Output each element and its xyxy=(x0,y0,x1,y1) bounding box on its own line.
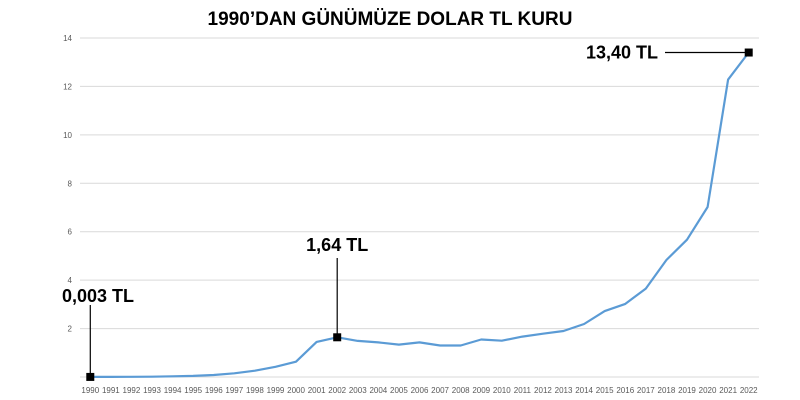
x-tick-label: 1993 xyxy=(143,386,161,395)
annotations: 0,003 TL 1,64 TL 13,40 TL xyxy=(62,43,753,381)
x-tick-label: 2013 xyxy=(555,386,573,395)
x-tick-label: 1992 xyxy=(123,386,141,395)
callout-label: 13,40 TL xyxy=(586,43,658,63)
callout-label: 0,003 TL xyxy=(62,286,134,306)
x-tick-label: 2010 xyxy=(493,386,511,395)
callout-label: 1,64 TL xyxy=(306,235,368,255)
x-tick-label: 2008 xyxy=(452,386,470,395)
x-tick-label: 2012 xyxy=(534,386,552,395)
callout-marker xyxy=(333,333,342,342)
callout-marker xyxy=(744,48,753,57)
x-tick-label: 2005 xyxy=(390,386,408,395)
x-tick-label: 2021 xyxy=(719,386,737,395)
x-tick-label: 2018 xyxy=(658,386,676,395)
x-tick-label: 1995 xyxy=(184,386,202,395)
x-tick-label: 2014 xyxy=(575,386,593,395)
x-tick-label: 2016 xyxy=(616,386,634,395)
x-tick-label: 1996 xyxy=(205,386,223,395)
y-axis-ticks: 2 4 6 8 10 12 14 xyxy=(63,34,72,334)
x-axis-ticks: 1990 1991 1992 1993 1994 1995 1996 1997 1998 1999… xyxy=(81,386,758,395)
x-tick-label: 2007 xyxy=(431,386,449,395)
series-layer xyxy=(90,51,750,378)
y-tick-label: 4 xyxy=(68,276,73,285)
x-tick-label: 2019 xyxy=(678,386,696,395)
y-tick-label: 12 xyxy=(63,82,72,91)
series-line xyxy=(90,51,750,378)
x-tick-label: 2004 xyxy=(369,386,387,395)
y-tick-label: 10 xyxy=(63,131,72,140)
x-tick-label: 2006 xyxy=(411,386,429,395)
y-tick-label: 14 xyxy=(63,34,72,43)
x-tick-label: 2000 xyxy=(287,386,305,395)
x-tick-label: 2003 xyxy=(349,386,367,395)
x-tick-label: 1991 xyxy=(102,386,120,395)
y-tick-label: 8 xyxy=(68,179,73,188)
x-tick-label: 2017 xyxy=(637,386,655,395)
x-tick-label: 2002 xyxy=(328,386,346,395)
x-tick-label: 2015 xyxy=(596,386,614,395)
y-tick-label: 6 xyxy=(68,228,73,237)
callout-marker xyxy=(86,372,95,381)
x-tick-label: 1997 xyxy=(225,386,243,395)
chart-title: 1990’DAN GÜNÜMÜZE DOLAR TL KURU xyxy=(208,9,573,30)
x-tick-label: 2022 xyxy=(740,386,758,395)
x-tick-label: 1994 xyxy=(164,386,182,395)
y-tick-label: 2 xyxy=(68,325,73,334)
x-tick-label: 1990 xyxy=(81,386,99,395)
x-tick-label: 1999 xyxy=(267,386,285,395)
x-tick-label: 2020 xyxy=(699,386,717,395)
x-tick-label: 2001 xyxy=(308,386,326,395)
x-tick-label: 1998 xyxy=(246,386,264,395)
x-tick-label: 2009 xyxy=(472,386,490,395)
gridlines xyxy=(80,37,759,378)
x-tick-label: 2011 xyxy=(514,386,532,395)
